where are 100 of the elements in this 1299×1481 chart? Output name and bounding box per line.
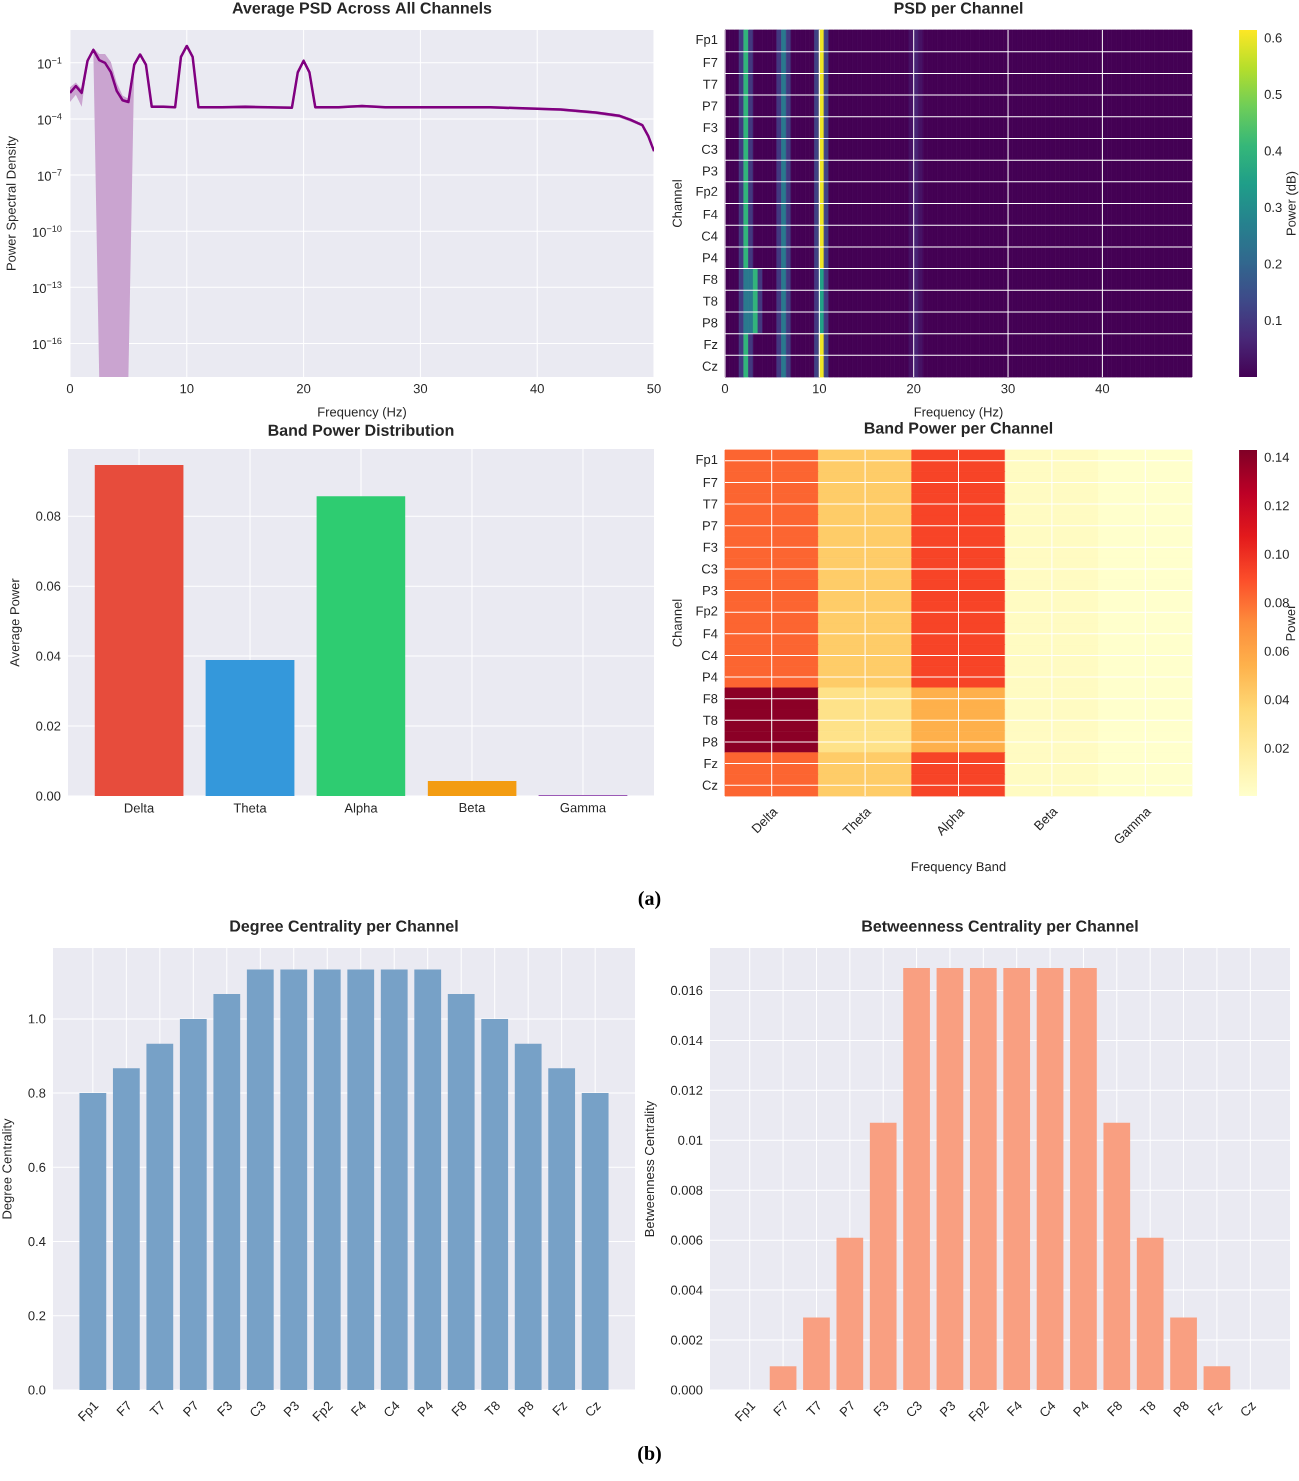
x-tick-label: P4: [1072, 1401, 1089, 1417]
y-tick-label: 0.002: [670, 1335, 703, 1345]
y-tick-label: 10$^{−16}$: [33, 337, 62, 350]
x-tick-label: C4: [384, 1401, 400, 1417]
y-tick-label: 0.02: [36, 721, 61, 731]
bar: [112, 1068, 140, 1391]
bar: [803, 1317, 830, 1391]
chart-title: Band Power Distribution: [268, 424, 454, 436]
x-tick-label: F7: [116, 1400, 131, 1417]
chart-title: Betweenness Centrality per Channel: [862, 920, 1138, 935]
chart-title: Average PSD Across All Channels: [232, 1, 492, 17]
x-tick-label: 10: [180, 384, 194, 394]
bar: [1103, 1122, 1131, 1391]
x-tick-label: 0: [66, 384, 74, 394]
x-axis-title: Frequency (Hz): [914, 407, 1003, 420]
y-tick-label: C4: [701, 231, 718, 241]
x-tick-label: Beta: [1033, 809, 1059, 831]
bar: [316, 496, 406, 797]
x-tick-label: F7: [773, 1400, 787, 1417]
bar: [903, 967, 930, 1391]
x-tick-label: 50: [647, 384, 661, 394]
x-tick-label: Cz: [586, 1402, 602, 1416]
bar: [414, 969, 442, 1391]
y-tick-label: 10$^{−10}$: [33, 225, 62, 237]
x-tick-label: F3: [216, 1401, 232, 1417]
x-axis-title: Frequency Band: [911, 861, 1006, 874]
bar: [179, 1018, 207, 1391]
color-bar-label: 0.1: [1264, 315, 1282, 326]
x-tick-label: P3: [283, 1401, 299, 1417]
y-tick-label: T8: [703, 296, 718, 306]
x-tick-label: F3: [873, 1401, 889, 1417]
x-tick-label: Fp2: [312, 1401, 334, 1422]
y-tick-label: 10$^{−13}$: [33, 281, 62, 294]
bar: [581, 1093, 609, 1391]
y-tick-label: C3: [701, 564, 718, 574]
x-tick-label: P8: [1173, 1401, 1189, 1417]
y-tick-label: Fp1: [696, 35, 718, 47]
y-tick-label: T8: [703, 715, 718, 725]
y-tick-label: 0.012: [670, 1085, 703, 1095]
y-axis-title: Channel: [672, 599, 682, 647]
x-tick-label: P8: [517, 1401, 534, 1417]
x-tick-label: T8: [1139, 1401, 1156, 1415]
bar: [79, 1093, 107, 1391]
bar: [94, 465, 184, 797]
y-tick-label: 0.01: [678, 1135, 703, 1145]
y-tick-label: F7: [703, 58, 718, 68]
y-tick-label: F7: [703, 477, 718, 487]
color-bar-label: 0.04: [1264, 695, 1290, 705]
y-tick-label: 10$^{−7}$: [38, 169, 62, 181]
chart-title: PSD per Channel: [894, 2, 1023, 17]
bar: [481, 1018, 509, 1391]
y-axis-title: Degree Centrality: [2, 1118, 15, 1219]
x-tick-label: C3: [906, 1401, 922, 1417]
y-tick-label: 0.06: [36, 581, 61, 591]
bar: [146, 1043, 174, 1391]
x-tick-label: F4: [1006, 1401, 1022, 1417]
y-tick-label: F3: [703, 123, 718, 133]
y-tick-label: F8: [703, 694, 718, 704]
color-bar-label: 0.12: [1264, 501, 1289, 511]
bar: [1036, 967, 1064, 1391]
y-tick-label: C3: [701, 144, 718, 154]
y-tick-label: Cz: [702, 361, 718, 371]
y-tick-label: F8: [703, 274, 718, 285]
x-tick-label: T8: [484, 1401, 500, 1415]
y-tick-label: 10$^{−4}$: [38, 113, 62, 125]
bar: [380, 969, 408, 1391]
y-axis-title: Average Power: [10, 578, 22, 667]
bar: [213, 994, 241, 1391]
x-tick-label: Alpha: [344, 803, 378, 816]
y-tick-label: T7: [703, 79, 718, 89]
y-tick-label: Fz: [704, 340, 718, 349]
y-tick-label: C4: [701, 650, 718, 661]
x-tick-label: 40: [530, 384, 544, 394]
color-bar-label: 0.6: [1264, 33, 1282, 43]
y-tick-label: P7: [703, 521, 718, 531]
x-tick-label: Fp2: [968, 1401, 990, 1422]
color-bar-label: 0.4: [1264, 146, 1282, 156]
x-tick-label: F8: [451, 1401, 467, 1417]
y-tick-label: F4: [703, 629, 718, 639]
y-tick-label: P7: [703, 101, 718, 111]
y-tick-label: P4: [703, 672, 718, 682]
x-tick-label: 30: [413, 384, 428, 394]
x-tick-label: P7: [182, 1400, 197, 1417]
y-tick-label: Fp2: [696, 606, 718, 619]
y-axis-title: Channel: [672, 180, 682, 228]
color-bar-label: 0.10: [1264, 549, 1289, 559]
x-tick-label: Fz: [1207, 1402, 1223, 1416]
bar: [969, 967, 997, 1391]
x-tick-label: Fz: [552, 1402, 568, 1416]
bar: [769, 1366, 797, 1391]
x-tick-label: C4: [1040, 1401, 1056, 1417]
y-tick-label: 0.6: [28, 1162, 46, 1172]
x-tick-label: Theta: [233, 803, 267, 813]
y-tick-label: 0.04: [36, 651, 61, 661]
y-tick-label: Cz: [702, 780, 718, 790]
y-tick-label: 0.0: [28, 1385, 46, 1395]
bar: [1203, 1366, 1231, 1391]
x-tick-label: 10: [813, 384, 827, 394]
x-tick-label: P4: [417, 1401, 433, 1417]
x-tick-label: 40: [1095, 384, 1110, 394]
